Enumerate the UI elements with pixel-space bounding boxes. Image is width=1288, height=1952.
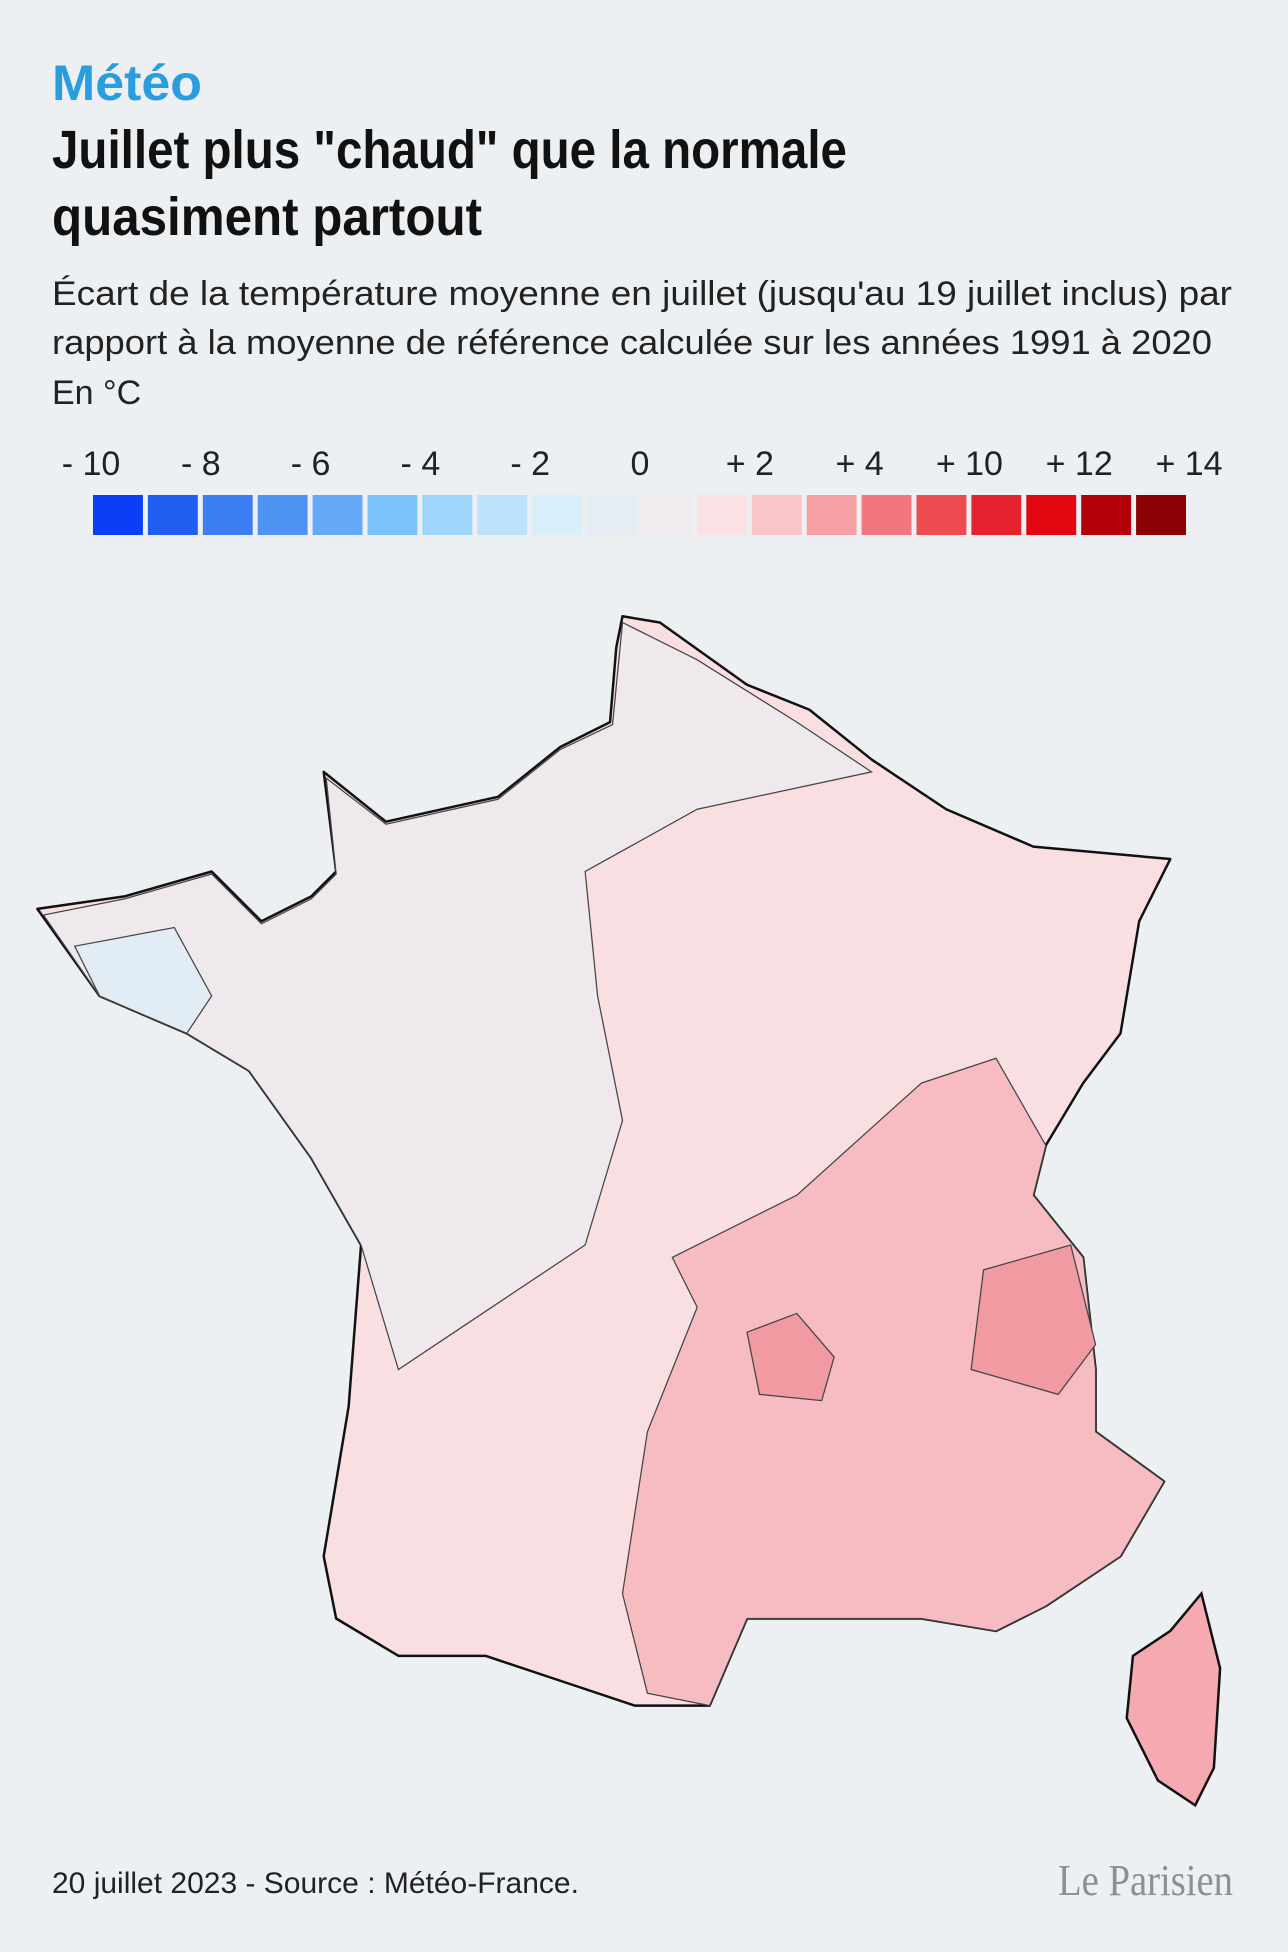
legend-swatch: [971, 495, 1022, 535]
warm-zone: [621, 1057, 1165, 1707]
map: [36, 615, 1222, 1808]
legend-label: + 12: [1046, 445, 1113, 483]
legend-swatch: [916, 495, 967, 535]
unit: En °C: [52, 374, 141, 412]
legend-swatch: [587, 495, 637, 535]
legend-swatch: [202, 495, 253, 535]
legend-label: 0: [631, 445, 650, 483]
legend-label: + 4: [835, 445, 883, 483]
legend-swatch: [696, 495, 747, 535]
legend-swatch: [532, 495, 583, 535]
legend-label: - 10: [62, 445, 121, 483]
title-line: Juillet plus "chaud" que la normale: [52, 120, 847, 180]
legend-label: + 14: [1155, 445, 1222, 483]
legend-swatch: [422, 495, 473, 535]
brittany-cool-zone: [73, 926, 213, 1035]
legend-swatch: [147, 495, 198, 535]
legend-label: - 4: [401, 445, 441, 483]
source: 20 juillet 2023 - Source : Météo-France.: [52, 1867, 579, 1900]
legend-swatch: [477, 495, 528, 535]
subtitle-line: rapport à la moyenne de référence calcul…: [52, 324, 1212, 362]
normal-zone: [42, 621, 874, 1371]
legend-swatch: [1081, 495, 1132, 535]
legend-swatch: [257, 495, 308, 535]
corsica: [1125, 1590, 1222, 1808]
legend-swatch: [642, 495, 692, 535]
legend: - 10 - 8 - 6 - 4 - 2 0 + 2 + 4 + 10 + 12 + 14: [62, 445, 1223, 535]
title-line: quasiment partout: [52, 187, 482, 247]
kicker: Météo: [52, 55, 202, 111]
legend-swatch: [1026, 495, 1077, 535]
legend-label: - 8: [181, 445, 221, 483]
legend-swatch: [1136, 495, 1186, 535]
legend-label: + 10: [936, 445, 1003, 483]
legend-swatch: [751, 495, 802, 535]
subtitle-line: Écart de la température moyenne en juill…: [52, 275, 1232, 313]
legend-label: + 2: [726, 445, 774, 483]
legend-swatch: [312, 495, 363, 535]
legend-label: - 6: [291, 445, 331, 483]
legend-label: - 2: [510, 445, 550, 483]
legend-swatch: [93, 495, 143, 535]
legend-swatch: [861, 495, 912, 535]
legend-swatch: [367, 495, 418, 535]
logo: Le Parisien: [1058, 1856, 1233, 1905]
legend-swatch: [806, 495, 857, 535]
